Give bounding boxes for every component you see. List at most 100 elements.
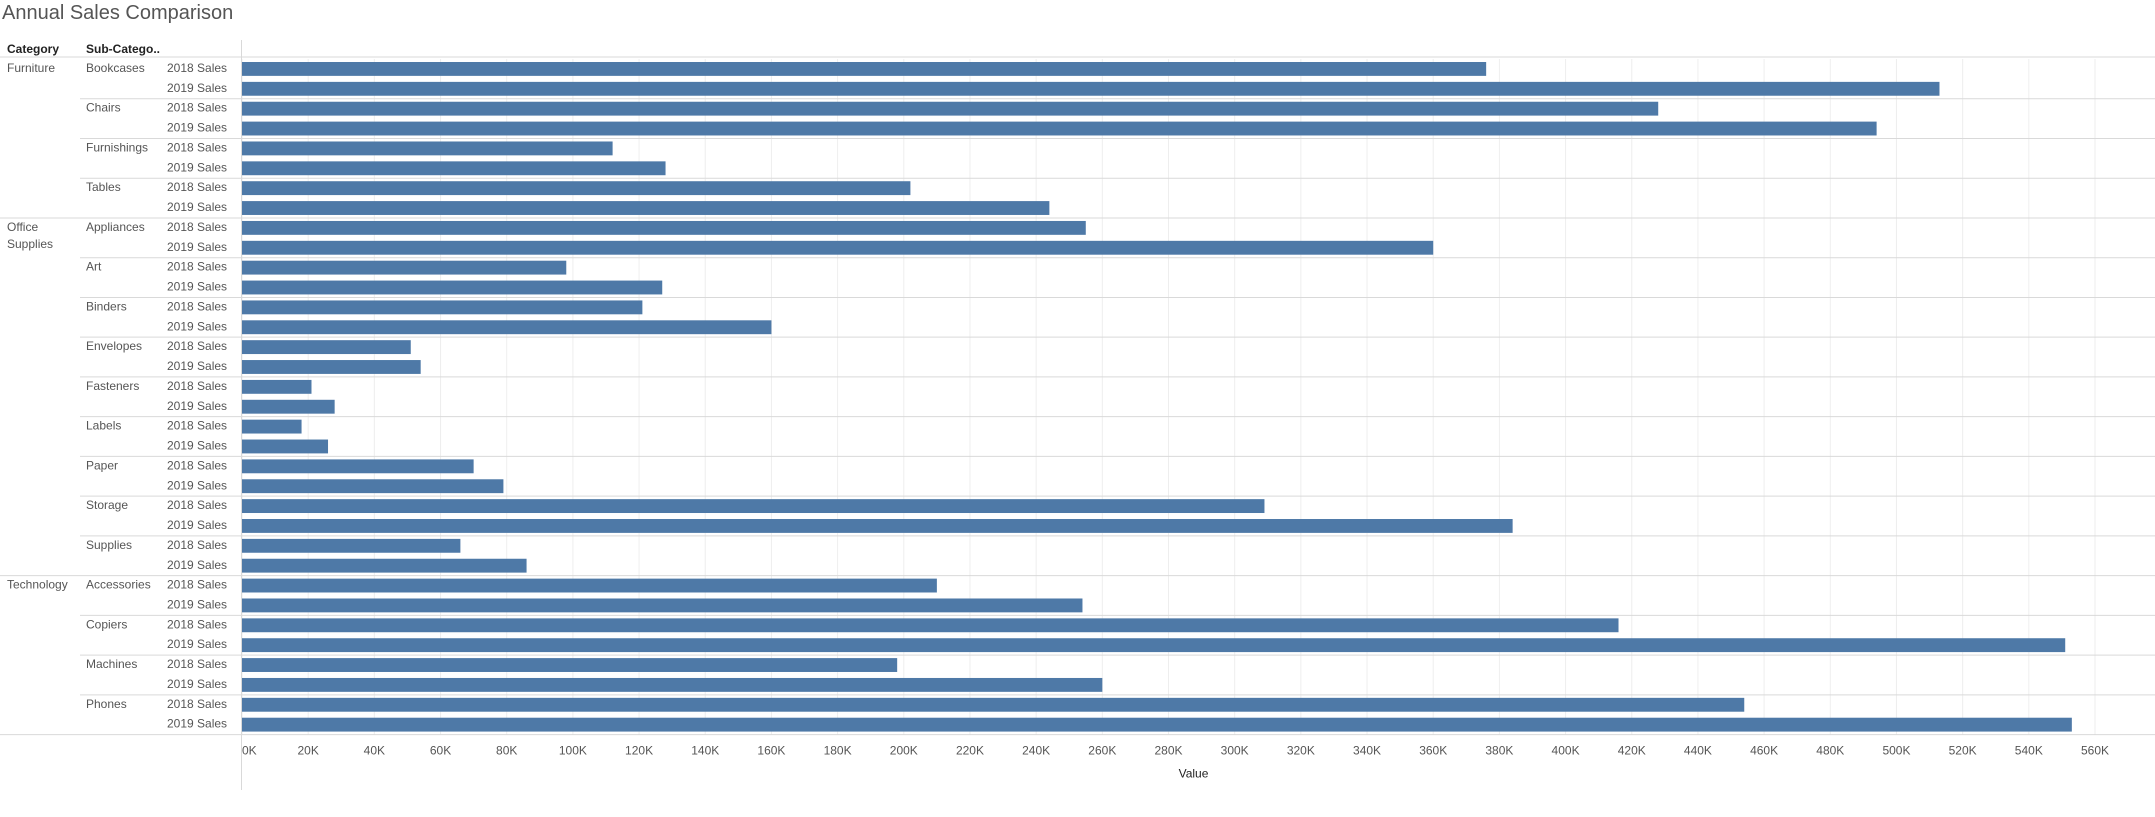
bar bbox=[242, 499, 1265, 514]
x-tick-label: 300K bbox=[1221, 744, 1249, 758]
measure-label: 2019 Sales bbox=[167, 597, 227, 611]
bar bbox=[242, 439, 329, 454]
measure-label: 2018 Sales bbox=[167, 657, 227, 671]
x-tick-label: 40K bbox=[364, 744, 385, 758]
bar bbox=[242, 697, 1745, 712]
measure-label: 2018 Sales bbox=[167, 220, 227, 234]
measure-label: 2018 Sales bbox=[167, 61, 227, 75]
measure-label: 2018 Sales bbox=[167, 379, 227, 393]
bar bbox=[242, 320, 772, 335]
bar bbox=[242, 280, 663, 295]
bar bbox=[242, 558, 527, 573]
bar bbox=[242, 360, 421, 374]
bar bbox=[242, 260, 567, 275]
measure-label: 2019 Sales bbox=[167, 200, 227, 214]
x-tick-label: 240K bbox=[1022, 744, 1050, 758]
measure-label: 2018 Sales bbox=[167, 617, 227, 631]
subcategory-label: Appliances bbox=[86, 220, 145, 234]
subcategory-label: Binders bbox=[86, 299, 127, 313]
category-label: Furniture bbox=[7, 61, 55, 75]
subcategory-label: Paper bbox=[86, 458, 118, 472]
measure-label: 2018 Sales bbox=[167, 299, 227, 313]
x-tick-label: 440K bbox=[1684, 744, 1712, 758]
measure-label: 2018 Sales bbox=[167, 419, 227, 433]
measure-label: 2019 Sales bbox=[167, 121, 227, 135]
category-label: Technology bbox=[7, 578, 68, 592]
subcategory-label: Machines bbox=[86, 657, 137, 671]
bar bbox=[242, 717, 2072, 732]
measure-label: 2018 Sales bbox=[167, 180, 227, 194]
category-label: Supplies bbox=[7, 237, 53, 251]
measure-label: 2018 Sales bbox=[167, 538, 227, 552]
bar bbox=[242, 300, 643, 315]
subcategory-label: Art bbox=[86, 260, 102, 274]
bar bbox=[242, 419, 302, 434]
x-tick-label: 100K bbox=[559, 744, 587, 758]
x-tick-label: 420K bbox=[1618, 744, 1646, 758]
bar bbox=[242, 519, 1513, 533]
measure-label: 2018 Sales bbox=[167, 101, 227, 115]
x-tick-label: 460K bbox=[1750, 744, 1778, 758]
subcategory-label: Envelopes bbox=[86, 339, 142, 353]
subcategory-label: Furnishings bbox=[86, 140, 148, 154]
measure-label: 2019 Sales bbox=[167, 518, 227, 532]
bar bbox=[242, 399, 335, 414]
subcategory-label: Labels bbox=[86, 419, 121, 433]
bar bbox=[242, 81, 1940, 96]
bar bbox=[242, 201, 1050, 215]
measure-label: 2019 Sales bbox=[167, 637, 227, 651]
measure-label: 2019 Sales bbox=[167, 81, 227, 95]
measure-label: 2019 Sales bbox=[167, 717, 227, 731]
x-tick-label: 360K bbox=[1419, 744, 1447, 758]
x-tick-label: 520K bbox=[1949, 744, 1977, 758]
x-tick-label: 400K bbox=[1552, 744, 1580, 758]
measure-label: 2018 Sales bbox=[167, 498, 227, 512]
category-label: Office bbox=[7, 220, 38, 234]
subcategory-label: Storage bbox=[86, 498, 128, 512]
measure-label: 2019 Sales bbox=[167, 280, 227, 294]
measure-label: 2019 Sales bbox=[167, 399, 227, 413]
x-tick-label: 500K bbox=[1882, 744, 1910, 758]
x-tick-label: 0K bbox=[242, 744, 257, 758]
subcategory-label: Chairs bbox=[86, 101, 121, 115]
measure-label: 2019 Sales bbox=[167, 439, 227, 453]
bar bbox=[242, 658, 898, 672]
bar bbox=[242, 379, 312, 394]
bar bbox=[242, 479, 504, 494]
x-tick-label: 260K bbox=[1088, 744, 1116, 758]
bar bbox=[242, 538, 461, 553]
x-tick-label: 480K bbox=[1816, 744, 1844, 758]
subcategory-label: Copiers bbox=[86, 617, 127, 631]
x-tick-label: 140K bbox=[691, 744, 719, 758]
measure-label: 2018 Sales bbox=[167, 697, 227, 711]
x-tick-label: 560K bbox=[2081, 744, 2109, 758]
x-tick-label: 60K bbox=[430, 744, 451, 758]
measure-label: 2019 Sales bbox=[167, 478, 227, 492]
x-tick-label: 120K bbox=[625, 744, 653, 758]
measure-label: 2019 Sales bbox=[167, 160, 227, 174]
bar bbox=[242, 121, 1877, 136]
measure-label: 2018 Sales bbox=[167, 578, 227, 592]
subcategory-label: Bookcases bbox=[86, 61, 145, 75]
measure-label: 2019 Sales bbox=[167, 558, 227, 572]
bar bbox=[242, 638, 2066, 653]
x-tick-label: 160K bbox=[757, 744, 785, 758]
bar bbox=[242, 181, 911, 196]
subcategory-label: Phones bbox=[86, 697, 127, 711]
bar bbox=[242, 459, 474, 474]
x-tick-label: 220K bbox=[956, 744, 984, 758]
x-tick-label: 180K bbox=[824, 744, 852, 758]
bar bbox=[242, 101, 1659, 116]
subcategory-header: Sub-Catego.. bbox=[86, 42, 160, 56]
x-tick-label: 340K bbox=[1353, 744, 1381, 758]
x-tick-label: 540K bbox=[2015, 744, 2043, 758]
bar bbox=[242, 141, 613, 156]
category-header: Category bbox=[7, 42, 59, 56]
measure-label: 2019 Sales bbox=[167, 359, 227, 373]
x-tick-label: 280K bbox=[1154, 744, 1182, 758]
measure-label: 2018 Sales bbox=[167, 260, 227, 274]
bar bbox=[242, 240, 1434, 255]
bar bbox=[242, 677, 1103, 692]
x-axis-title: Value bbox=[1179, 767, 1209, 781]
x-tick-label: 380K bbox=[1485, 744, 1513, 758]
